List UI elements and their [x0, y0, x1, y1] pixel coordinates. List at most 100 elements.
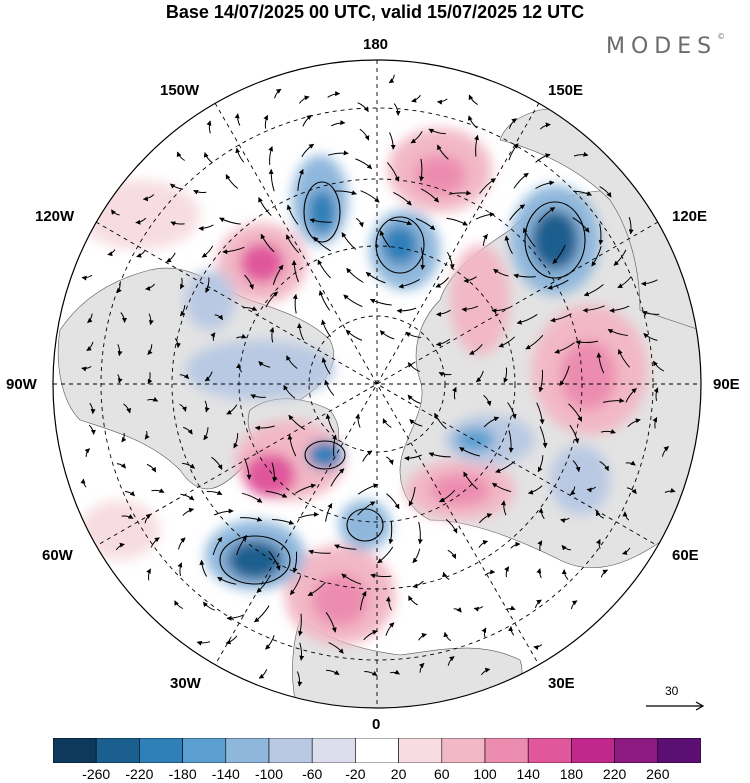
wind-vector-arrow: [115, 542, 125, 551]
colorbar-swatch: [311, 738, 356, 763]
wind-vector-arrow: [179, 305, 186, 317]
wind-vector-arrow: [410, 131, 423, 144]
wind-vector-arrow: [412, 548, 421, 564]
wind-vector-arrow: [382, 418, 392, 428]
colorbar-swatch: [571, 738, 615, 763]
wind-vector-arrow: [360, 591, 367, 611]
lon-label-180: 180: [363, 36, 389, 53]
wind-vector-arrow: [117, 344, 123, 357]
wind-vector-arrow: [271, 462, 278, 483]
wind-vector-arrow: [607, 328, 628, 336]
colorbar-tick-label: 100: [473, 766, 497, 782]
colorbar-swatch: [95, 738, 140, 763]
anomaly-field: [80, 128, 648, 645]
wind-vector-arrow: [536, 568, 542, 579]
anomaly-negative-canada: [185, 340, 335, 400]
wind-vector-arrow: [179, 373, 190, 380]
wind-vector-arrow: [110, 209, 120, 216]
wind-vector-arrow: [365, 271, 386, 284]
wind-vector-arrow: [550, 313, 572, 323]
colorbar-tick-label: 20: [390, 766, 407, 782]
wind-vector-arrow: [146, 463, 157, 473]
wind-vector-arrow: [419, 158, 425, 182]
wind-vector-arrow: [121, 432, 127, 443]
wind-vector-arrow: [124, 490, 135, 497]
wind-vector-arrow: [617, 276, 632, 289]
wind-vector-arrow: [274, 88, 282, 99]
wind-vector-arrow: [513, 273, 536, 279]
colorbar-tick-label: -260: [82, 766, 111, 782]
colorbar-swatch: [527, 738, 572, 763]
wind-vector-arrow: [217, 576, 237, 585]
wind-vector-arrow: [242, 306, 258, 311]
colorbar-tick-label: -60: [302, 766, 323, 782]
wind-vector-arrow: [393, 103, 401, 116]
wind-vector-arrow: [389, 132, 396, 150]
wind-vector-arrow: [479, 178, 496, 194]
wind-vector-arrow: [420, 247, 426, 270]
wind-vector-arrow: [446, 251, 455, 270]
wind-vector-arrow: [355, 158, 373, 170]
wind-vector-arrow: [148, 313, 154, 326]
wind-vector-arrow: [116, 463, 126, 469]
wind-vector-arrow: [170, 221, 185, 227]
wind-vectors: [80, 74, 676, 687]
wind-vector-arrow: [272, 264, 284, 285]
wind-vector-arrow: [205, 277, 210, 293]
colorbar-tick-label: 60: [434, 766, 450, 782]
wind-vector-arrow: [196, 640, 211, 646]
wind-vector-arrow: [357, 102, 369, 113]
wind-vector-arrow: [463, 276, 477, 284]
contour-scandinavia: [346, 508, 384, 542]
wind-vector-arrow: [533, 644, 543, 651]
wind-vector-arrow: [595, 539, 601, 549]
wind-vector-arrow: [136, 249, 146, 258]
anomaly-negative-bering-core: [308, 190, 336, 234]
anomaly-positive-greenland-south-core: [244, 453, 296, 497]
wind-vector-arrow: [178, 537, 186, 550]
wind-vector-arrow: [343, 294, 363, 308]
wind-vector-arrow: [313, 236, 331, 252]
wind-vector-arrow: [415, 218, 436, 231]
wind-vector-arrow: [408, 595, 418, 606]
wind-vector-arrow: [627, 418, 641, 428]
wind-vector-arrow: [569, 424, 580, 444]
wind-vector-arrow: [321, 357, 331, 375]
lon-label-30e: 30E: [548, 675, 575, 692]
wind-vector-arrow: [591, 246, 602, 267]
wind-vector-arrow: [299, 642, 305, 661]
wind-vector-arrow: [332, 434, 337, 457]
wind-vector-arrow: [121, 514, 134, 519]
wind-vector-arrow: [236, 535, 248, 556]
wind-vector-arrow: [572, 460, 581, 473]
wind-vector-arrow: [385, 596, 392, 611]
wind-vector-arrow: [341, 573, 362, 585]
wind-vector-arrow: [469, 343, 483, 355]
wind-vector-arrow: [417, 521, 423, 545]
colorbar-tick-label: -220: [125, 766, 154, 782]
wind-vector-arrow: [622, 511, 630, 521]
wind-vector-arrow: [428, 452, 451, 458]
wind-vector-arrow: [89, 402, 96, 415]
anomaly-positive-alaska-core: [240, 243, 284, 283]
wind-vector-arrow: [595, 510, 604, 519]
wind-vector-arrow: [123, 403, 132, 414]
wind-vector-arrow: [573, 190, 592, 196]
wind-vector-arrow: [538, 369, 544, 393]
wind-vector-arrow: [359, 128, 370, 141]
wind-vector-arrow: [661, 446, 669, 457]
wind-vector-arrow: [80, 478, 87, 488]
wind-vector-arrow: [385, 622, 395, 636]
wind-vector-arrow: [150, 537, 160, 548]
wind-vector-arrow: [535, 180, 555, 189]
wind-vector-arrow: [388, 74, 395, 84]
wind-vector-arrow: [341, 232, 357, 250]
wind-vector-arrow: [628, 217, 634, 235]
wind-vector-arrow: [357, 483, 379, 495]
wind-vector-arrow: [491, 307, 510, 314]
wind-vector-arrow: [325, 612, 337, 633]
anomaly-negative-siberia-core: [531, 210, 579, 270]
wind-vector-arrow: [537, 540, 543, 551]
wind-vector-arrow: [599, 460, 609, 472]
wind-vector-arrow: [582, 305, 605, 313]
